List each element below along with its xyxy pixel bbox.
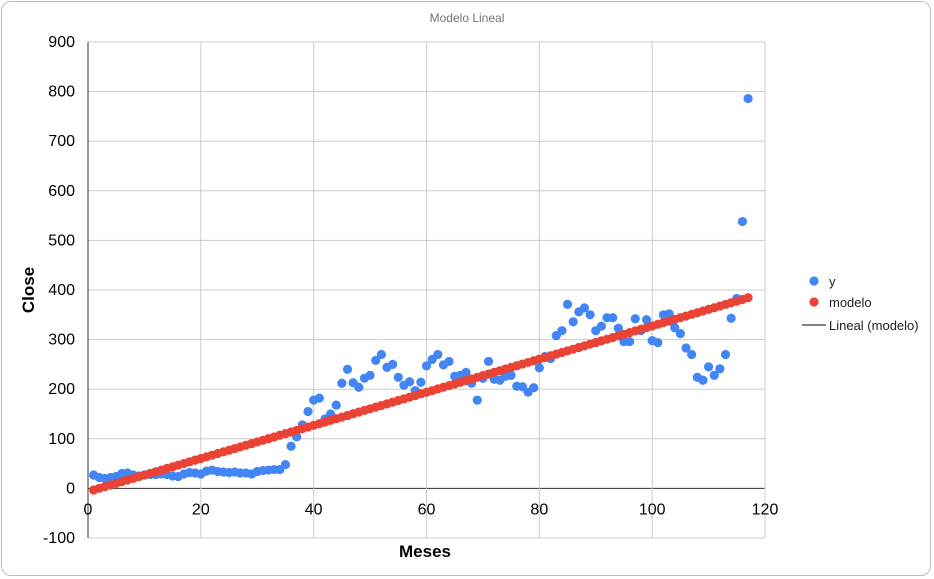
- y-tick-label: 600: [48, 183, 75, 200]
- legend-marker: [809, 297, 819, 307]
- x-tick-label: 120: [752, 501, 779, 518]
- point-y: [314, 393, 324, 403]
- legend-marker: [809, 276, 819, 286]
- x-tick-label: 60: [418, 501, 436, 518]
- point-y: [365, 370, 375, 380]
- point-y: [715, 364, 725, 374]
- point-y: [303, 406, 313, 417]
- legend-label: y: [829, 274, 836, 289]
- y-axis-title: Close: [19, 267, 38, 313]
- point-y: [483, 356, 494, 367]
- x-tick-label: 100: [639, 501, 666, 518]
- point-y: [737, 216, 748, 227]
- point-y: [388, 359, 398, 369]
- point-y: [687, 349, 697, 360]
- point-y: [461, 367, 471, 377]
- y-tick-label: 700: [48, 133, 75, 150]
- point-y: [579, 303, 590, 313]
- y-tick-label: 900: [48, 34, 75, 51]
- point-y: [404, 377, 415, 387]
- y-tick-label: -100: [43, 530, 75, 547]
- point-y: [342, 364, 353, 374]
- point-y: [421, 361, 432, 371]
- point-y: [393, 372, 403, 382]
- point-y: [726, 313, 736, 323]
- point-y: [376, 349, 386, 360]
- chart-title: Modelo Lineal: [430, 11, 505, 25]
- point-y: [568, 317, 578, 327]
- point-y: [613, 323, 623, 333]
- point-y: [709, 370, 719, 380]
- y-tick-label: 200: [48, 381, 75, 398]
- grid: [87, 41, 766, 539]
- legend-label: modelo: [829, 295, 872, 310]
- point-y: [354, 382, 364, 392]
- point-y: [534, 363, 544, 373]
- x-axis-title: Meses: [399, 542, 451, 561]
- point-y: [596, 321, 606, 331]
- point-y: [630, 314, 640, 324]
- y-tick-label: 400: [48, 282, 75, 299]
- tick-labels: -100 0 100 200 300 400 500 600 700 800 900 0 20 40 60 8…: [43, 34, 778, 547]
- point-y: [506, 370, 516, 380]
- point-y: [625, 336, 635, 347]
- x-tick-label: 80: [530, 501, 548, 518]
- x-tick-label: 40: [305, 501, 323, 518]
- points-group: [89, 93, 753, 495]
- point-y: [562, 299, 573, 309]
- point-y: [653, 337, 663, 348]
- point-y: [337, 378, 347, 388]
- legend: y modelo Lineal (modelo): [802, 274, 919, 333]
- y-tick-label: 800: [48, 84, 75, 101]
- point-y: [641, 315, 652, 325]
- x-tick-label: 20: [192, 501, 210, 518]
- point-y: [371, 355, 381, 366]
- point-y: [608, 313, 618, 323]
- point-y: [444, 356, 454, 367]
- point-y: [585, 310, 595, 320]
- point-y: [743, 93, 753, 104]
- point-y: [670, 323, 680, 333]
- point-y: [703, 362, 714, 372]
- x-tick-label: 0: [84, 501, 93, 518]
- point-y: [720, 349, 731, 360]
- point-y: [557, 326, 567, 336]
- point-y: [280, 459, 291, 470]
- y-tick-label: 300: [48, 332, 75, 349]
- point-y: [331, 400, 341, 410]
- point-y: [416, 377, 426, 387]
- point-y: [472, 395, 482, 405]
- point-y: [433, 349, 443, 360]
- point-modelo: [743, 293, 753, 303]
- point-y: [698, 375, 708, 385]
- point-y: [664, 309, 674, 319]
- point-y: [681, 343, 691, 353]
- y-tick-label: 100: [48, 431, 75, 448]
- y-tick-label: 0: [66, 480, 75, 497]
- y-tick-label: 500: [48, 232, 75, 249]
- legend-label: Lineal (modelo): [829, 318, 919, 333]
- point-y: [675, 329, 685, 339]
- point-y: [286, 441, 296, 451]
- point-y: [529, 383, 539, 393]
